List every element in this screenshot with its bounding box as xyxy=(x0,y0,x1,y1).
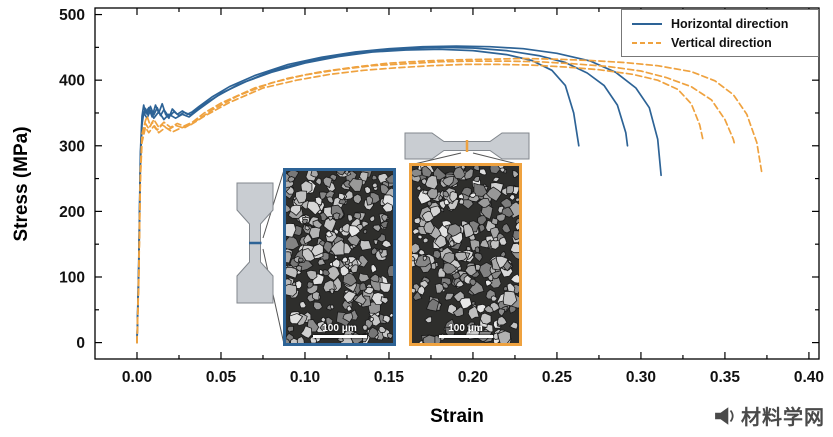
y-tick-label: 500 xyxy=(59,7,85,24)
scale-bar-label: 100 μm xyxy=(322,323,357,334)
watermark-text: 材料学网 xyxy=(741,407,825,429)
micrograph-inset-orange: 100 μm xyxy=(409,163,522,346)
y-tick-label: 0 xyxy=(76,335,85,352)
legend-label-vertical: Vertical direction xyxy=(671,35,772,50)
y-tick-label: 100 xyxy=(59,269,85,286)
scale-bar-label: 100 μm xyxy=(448,323,483,334)
legend-item-horizontal: Horizontal direction xyxy=(630,14,810,33)
legend-item-vertical: Vertical direction xyxy=(630,33,810,52)
y-tick-label: 400 xyxy=(59,73,85,90)
y-tick-label: 200 xyxy=(59,204,85,221)
scale-bar-blue: 100 μm xyxy=(312,323,367,338)
y-tick-label: 300 xyxy=(59,138,85,155)
legend-swatch-dashed-line xyxy=(632,41,662,44)
plot-frame xyxy=(94,7,820,360)
y-axis-title: Stress (MPa) xyxy=(11,126,32,242)
x-tick-label: 0.10 xyxy=(290,369,320,386)
series-vertical-3 xyxy=(136,63,704,344)
x-tick-label: 0.25 xyxy=(542,369,573,386)
scale-bar-line xyxy=(438,335,493,338)
scale-bar-orange: 100 μm xyxy=(438,323,493,338)
micrograph-inset-blue: 100 μm xyxy=(283,168,396,346)
legend: Horizontal direction Vertical direction xyxy=(621,9,819,57)
x-tick-label: 0.40 xyxy=(794,369,824,386)
watermark: 材料学网 xyxy=(714,401,825,430)
megaphone-icon xyxy=(715,406,734,425)
x-axis-title: Strain xyxy=(430,406,484,427)
micrograph-image-orange xyxy=(412,166,519,343)
micrograph-image-blue xyxy=(286,171,393,343)
series-horizontal-1 xyxy=(136,45,662,344)
x-tick-label: 0.20 xyxy=(458,369,488,386)
x-tick-label: 0.15 xyxy=(374,369,405,386)
x-tick-label: 0.00 xyxy=(122,369,152,386)
series-horizontal-3 xyxy=(136,48,580,344)
legend-label-horizontal: Horizontal direction xyxy=(671,16,789,31)
x-tick-label: 0.30 xyxy=(626,369,656,386)
x-tick-label: 0.35 xyxy=(710,369,741,386)
legend-swatch-solid-line xyxy=(632,22,662,25)
series-vertical-2 xyxy=(136,60,736,344)
scale-bar-line xyxy=(312,335,367,338)
x-tick-label: 0.05 xyxy=(206,369,237,386)
